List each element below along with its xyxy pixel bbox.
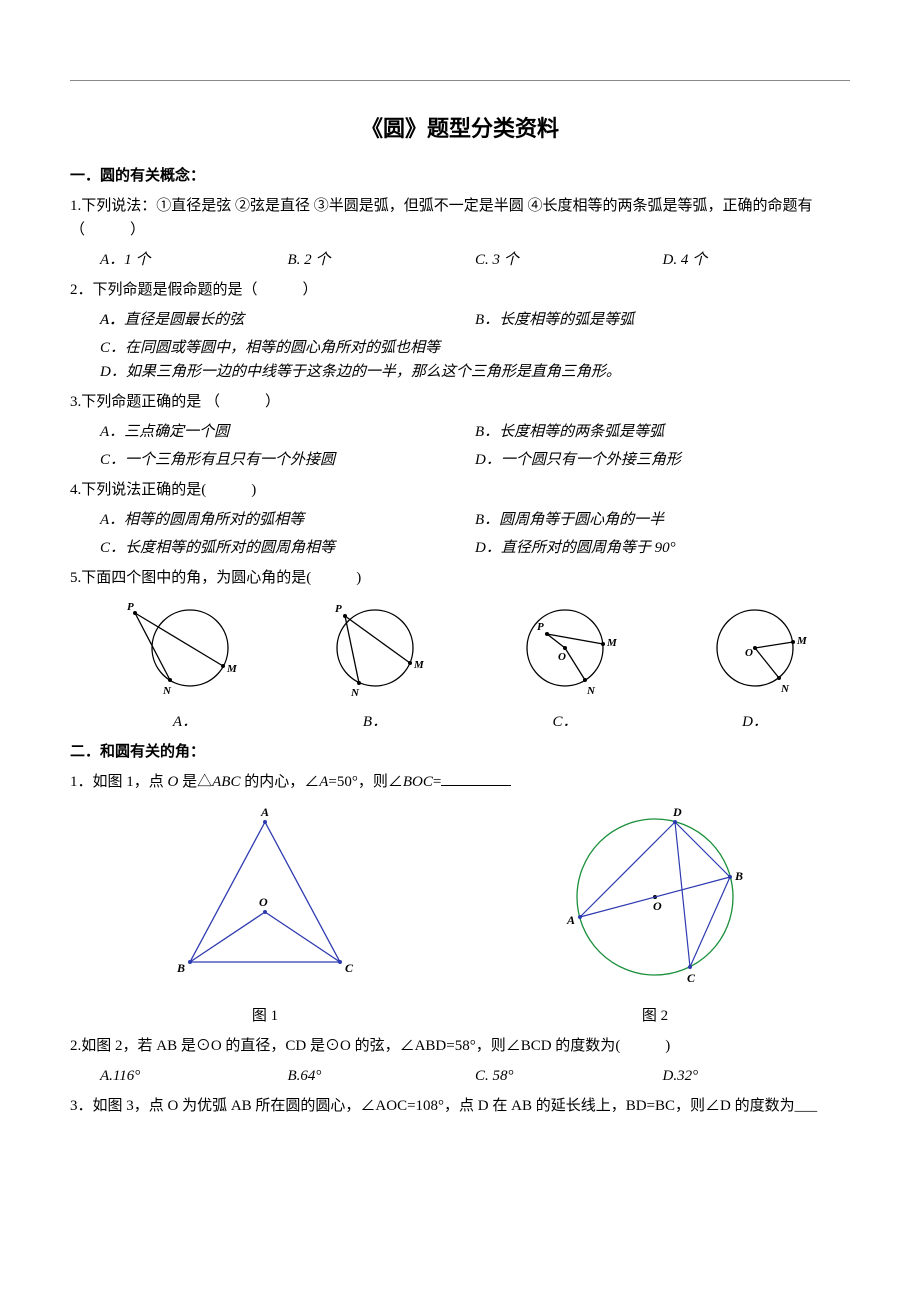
s2-fig2: A B C D O bbox=[460, 802, 850, 1000]
svg-text:P: P bbox=[335, 603, 342, 615]
s1-q5-labC: C． bbox=[470, 710, 660, 734]
s1-q4-row2: C．长度相等的弧所对的圆周角相等 D．直径所对的圆周角等于 90° bbox=[70, 536, 850, 560]
svg-text:O: O bbox=[745, 647, 753, 659]
section1-heading: 一．圆的有关概念： bbox=[70, 164, 850, 188]
s2-q2-stem: 2.如图 2，若 AB 是⊙O 的直径，CD 是⊙O 的弦，∠ABD=58°，则… bbox=[70, 1034, 850, 1058]
svg-text:N: N bbox=[350, 687, 360, 698]
s1-q3-stem: 3.下列命题正确的是 （ ） bbox=[70, 390, 850, 414]
s2q1-end: = bbox=[433, 774, 441, 790]
svg-text:M: M bbox=[413, 659, 425, 671]
s1-q4-c: C．长度相等的弧所对的圆周角相等 bbox=[100, 536, 475, 560]
s1-q1-d: D. 4 个 bbox=[663, 248, 851, 272]
s2-q2-c: C. 58° bbox=[475, 1064, 663, 1088]
s1-q1-stem: 1.下列说法：①直径是弦 ②弦是直径 ③半圆是弧，但弧不一定是半圆 ④长度相等的… bbox=[70, 194, 850, 242]
s2-fig1: A B C O bbox=[70, 802, 460, 1000]
svg-text:M: M bbox=[796, 635, 808, 647]
s1-q5-figures: P M N P M N P O bbox=[90, 598, 850, 706]
s2-q1-stem: 1．如图 1，点 O 是△ABC 的内心，∠A=50°，则∠BOC= bbox=[70, 770, 850, 794]
s2-q2-options: A.116° B.64° C. 58° D.32° bbox=[70, 1064, 850, 1088]
s2q1-abc: ABC bbox=[212, 774, 240, 790]
s1-q2-b2: B．长度相等的弧是等弧 bbox=[475, 308, 850, 332]
s1-q5-labB: B． bbox=[280, 710, 470, 734]
svg-text:P: P bbox=[127, 601, 134, 613]
s1-q3-b: B．长度相等的两条弧是等弧 bbox=[475, 420, 850, 444]
s1-q3-a: A．三点确定一个圆 bbox=[100, 420, 475, 444]
s2q1-m1: 是△ bbox=[178, 774, 212, 790]
s1-q2-row1b: A．直径是圆最长的弦 B．长度相等的弧是等弧 bbox=[70, 308, 850, 332]
s1-q5-labels: A． B． C． D． bbox=[90, 710, 850, 734]
s1-q3-d: D．一个圆只有一个外接三角形 bbox=[475, 448, 850, 472]
svg-text:M: M bbox=[606, 637, 618, 649]
s2-q2-a: A.116° bbox=[100, 1064, 288, 1088]
s2-q2-b: B.64° bbox=[288, 1064, 476, 1088]
svg-text:C: C bbox=[687, 971, 696, 985]
svg-text:A: A bbox=[566, 913, 575, 927]
svg-text:P: P bbox=[537, 621, 544, 633]
svg-text:C: C bbox=[345, 961, 354, 975]
s1-q5-figC: P O M N bbox=[470, 598, 660, 706]
s1-q1-c: C. 3 个 bbox=[475, 248, 663, 272]
s1-q1-a: A．1 个 bbox=[100, 248, 288, 272]
s1-q5-labA: A． bbox=[90, 710, 280, 734]
s1-q4-b: B．圆周角等于圆心角的一半 bbox=[475, 508, 850, 532]
s1-q4-a: A．相等的圆周角所对的弧相等 bbox=[100, 508, 475, 532]
s1-q5-figA: P M N bbox=[90, 598, 280, 706]
svg-text:B: B bbox=[734, 869, 743, 883]
header-rule bbox=[70, 80, 850, 81]
s2q1-blank bbox=[441, 771, 511, 786]
page-title: 《圆》题型分类资料 bbox=[70, 111, 850, 146]
svg-text:N: N bbox=[780, 683, 790, 695]
s2q1-m3: =50°，则∠ bbox=[328, 774, 402, 790]
s2q1-boc: BOC bbox=[403, 774, 433, 790]
s1-q4-d: D．直径所对的圆周角等于 90° bbox=[475, 536, 850, 560]
s1-q2-stem: 2．下列命题是假命题的是（ ） bbox=[70, 278, 850, 302]
s1-q2-a2: A．直径是圆最长的弦 bbox=[100, 308, 475, 332]
s2-q2-d: D.32° bbox=[663, 1064, 851, 1088]
s2q1-pre: 1．如图 1，点 bbox=[70, 774, 168, 790]
svg-text:D: D bbox=[672, 805, 682, 819]
s1-q2-d: D．如果三角形一边的中线等于这条边的一半，那么这个三角形是直角三角形。 bbox=[70, 360, 850, 384]
s1-q5-figB: P M N bbox=[280, 598, 470, 706]
s1-q3-c: C．一个三角形有且只有一个外接圆 bbox=[100, 448, 475, 472]
s2-q3-stem: 3．如图 3，点 O 为优弧 AB 所在圆的圆心，∠AOC=108°，点 D 在… bbox=[70, 1094, 850, 1118]
s2-fig1-cap: 图 1 bbox=[70, 1004, 460, 1028]
s1-q4-row1: A．相等的圆周角所对的弧相等 B．圆周角等于圆心角的一半 bbox=[70, 508, 850, 532]
s1-q4-stem: 4.下列说法正确的是( ) bbox=[70, 478, 850, 502]
svg-text:N: N bbox=[586, 685, 596, 697]
s2-figures: A B C O A B C D O bbox=[70, 802, 850, 1000]
s1-q3-row2: C．一个三角形有且只有一个外接圆 D．一个圆只有一个外接三角形 bbox=[70, 448, 850, 472]
s1-q5-figD: O M N bbox=[660, 598, 850, 706]
svg-text:O: O bbox=[259, 895, 268, 909]
s1-q2-c: C．在同圆或等圆中，相等的圆心角所对的弧也相等 bbox=[70, 336, 850, 360]
s1-q5-stem: 5.下面四个图中的角，为圆心角的是( ) bbox=[70, 566, 850, 590]
s1-q1-options: A．1 个 B. 2 个 C. 3 个 D. 4 个 bbox=[70, 248, 850, 272]
s1-q1-b: B. 2 个 bbox=[288, 248, 476, 272]
svg-text:M: M bbox=[226, 663, 238, 675]
svg-text:N: N bbox=[162, 685, 172, 697]
s2q1-m2: 的内心，∠ bbox=[240, 774, 319, 790]
s2-fig-captions: 图 1 图 2 bbox=[70, 1004, 850, 1028]
svg-text:O: O bbox=[558, 651, 566, 663]
section2-heading: 二．和圆有关的角： bbox=[70, 740, 850, 764]
svg-text:A: A bbox=[260, 805, 269, 819]
s1-q5-labD: D． bbox=[660, 710, 850, 734]
svg-text:O: O bbox=[653, 899, 662, 913]
svg-text:B: B bbox=[176, 961, 185, 975]
s1-q3-row1: A．三点确定一个圆 B．长度相等的两条弧是等弧 bbox=[70, 420, 850, 444]
s2q1-o: O bbox=[168, 774, 179, 790]
s2-fig2-cap: 图 2 bbox=[460, 1004, 850, 1028]
